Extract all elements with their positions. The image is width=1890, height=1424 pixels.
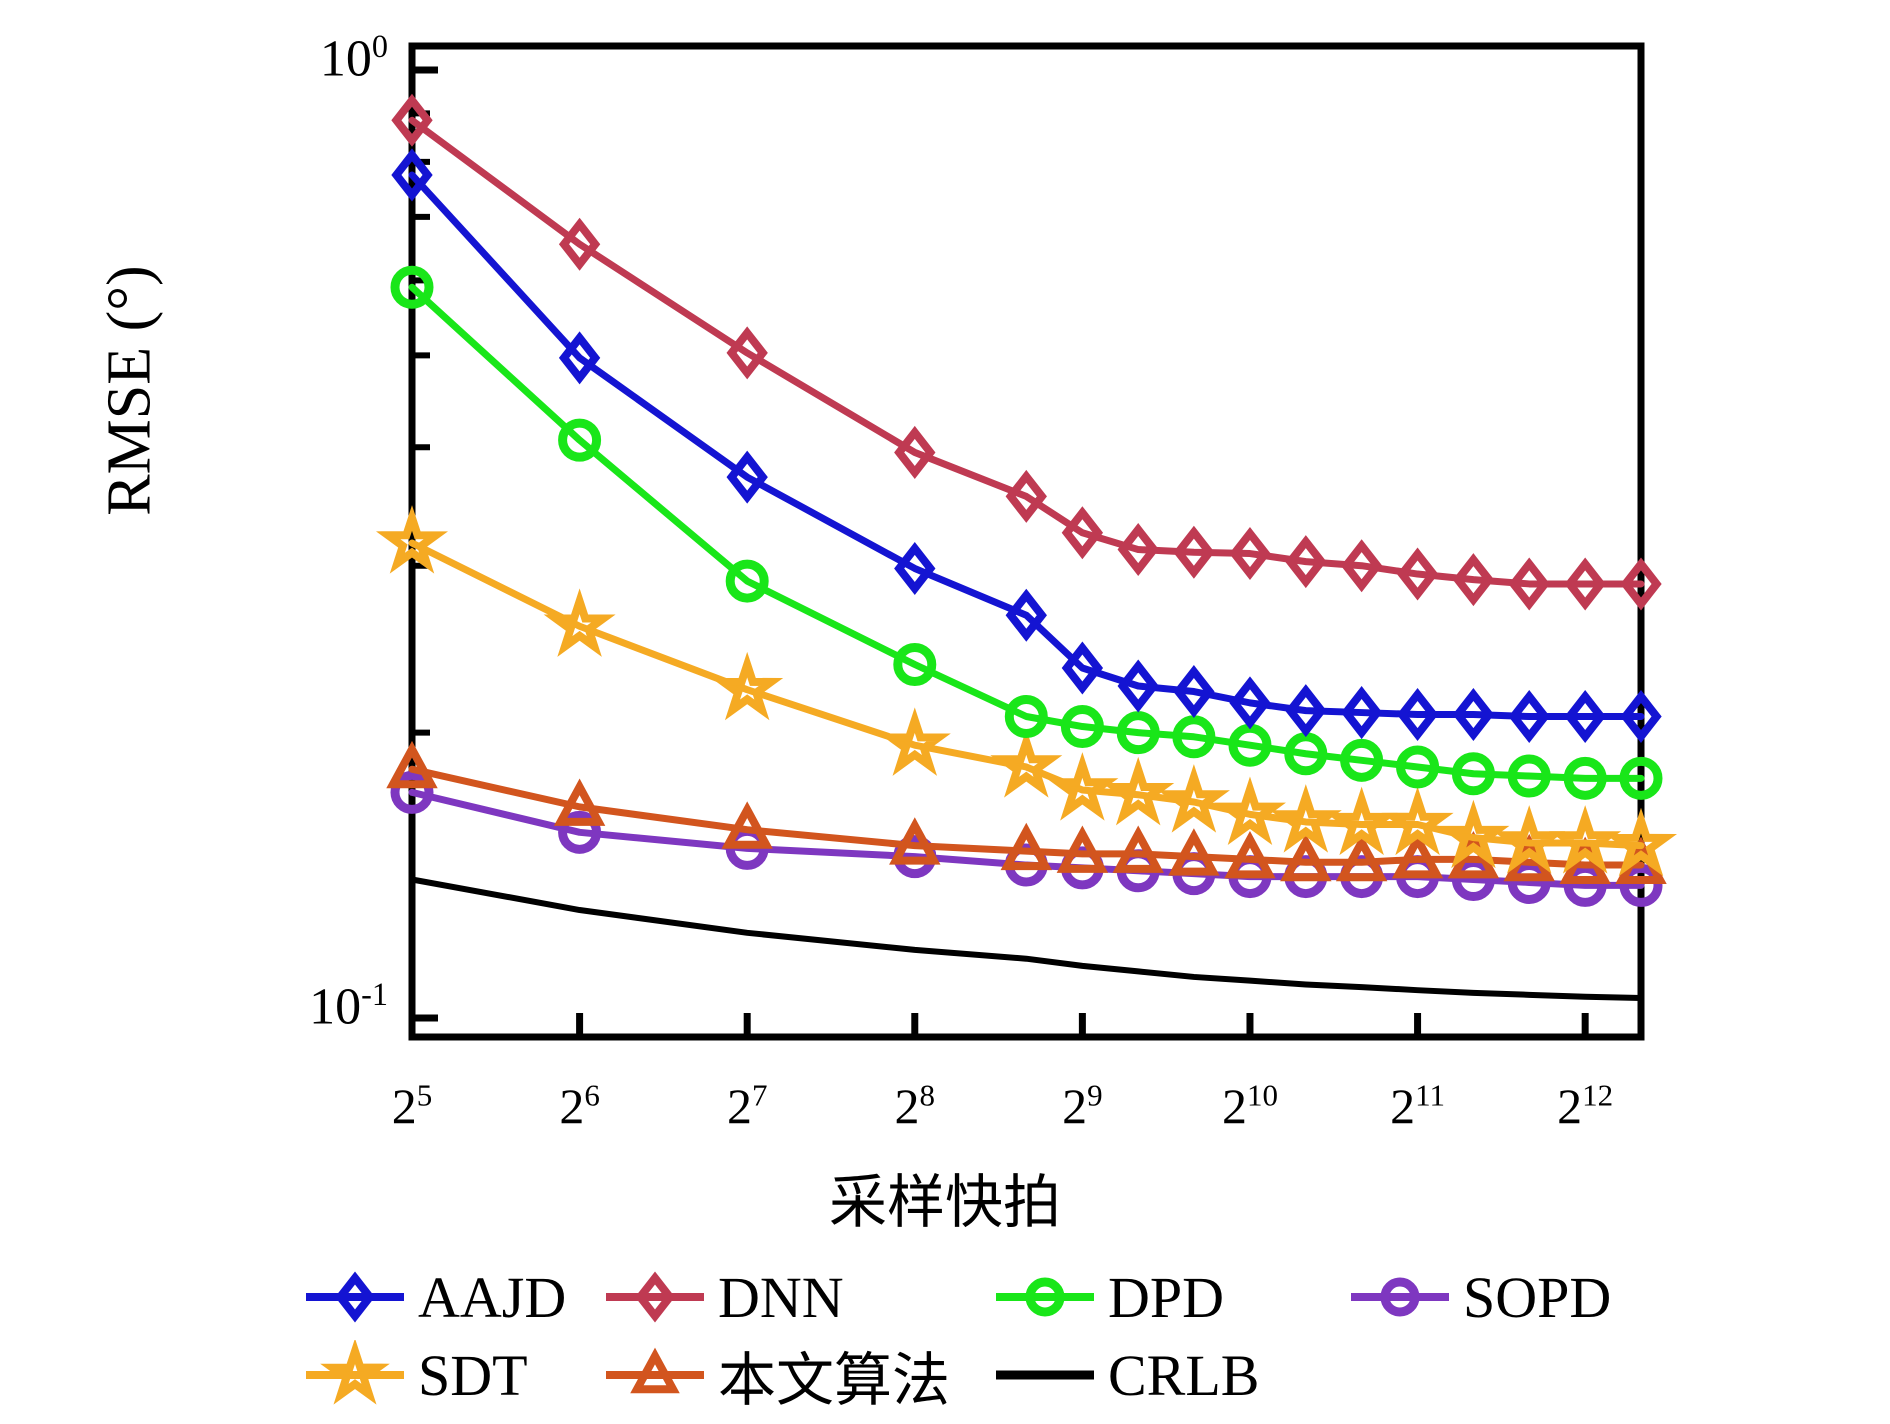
legend-item-DNN[interactable]: DNN [600,1258,844,1336]
legend: AAJD DNN DPD SOPD SDT 本文算法 CRLB [300,1258,1611,1414]
legend-marker-diamond-icon [606,1271,704,1323]
legend-marker-diamond-icon [306,1271,404,1323]
legend-item-AAJD[interactable]: AAJD [300,1258,566,1336]
series-DNN [391,93,1662,611]
legend-marker-line-icon [996,1370,1094,1380]
legend-item-CRLB[interactable]: CRLB [990,1336,1260,1414]
x-tick-label: 212 [1557,1077,1614,1134]
x-tick-label: 29 [1062,1077,1103,1134]
series-本文算法 [386,740,1667,885]
x-tick-label: 210 [1221,1077,1278,1134]
legend-row-1: AAJD DNN DPD SOPD [300,1258,1611,1336]
series-CRLB [409,876,1644,1001]
legend-marker-triangle-icon [606,1347,704,1394]
y-tick-label: 10-1 [309,976,388,1036]
legend-marker-circle-icon [996,1277,1094,1317]
legend-label: AAJD [418,1264,567,1330]
legend-label: DPD [1108,1264,1225,1330]
x-tick-label: 27 [726,1077,768,1134]
legend-label: SOPD [1463,1264,1612,1330]
x-tick-label: 25 [391,1077,433,1134]
legend-marker-circle-icon [1351,1277,1449,1317]
x-tick-label: 211 [1390,1077,1445,1134]
x-ticks [408,1013,1589,1037]
series-AAJD [391,148,1662,744]
legend-label: DNN [718,1264,844,1330]
legend-item-本文算法[interactable]: 本文算法 [600,1336,950,1414]
legend-label: SDT [418,1342,528,1408]
legend-item-SDT[interactable]: SDT [300,1336,528,1414]
x-tick-label: 28 [894,1077,936,1134]
x-axis-label: 采样快拍 [828,1170,1061,1235]
x-tick-label: 26 [559,1077,600,1134]
series-SDT [375,505,1678,877]
legend-marker-star-icon [306,1340,404,1405]
y-axis-label: RMSE (°) [95,265,164,516]
legend-item-SOPD[interactable]: SOPD [1345,1258,1611,1336]
legend-label: 本文算法 [718,1348,951,1413]
y-tick-label: 100 [319,27,388,88]
legend-label: CRLB [1108,1342,1260,1408]
legend-row-2: SDT 本文算法 CRLB [300,1336,1600,1414]
legend-item-DPD[interactable]: DPD [990,1258,1224,1336]
series-DPD [390,265,1663,800]
